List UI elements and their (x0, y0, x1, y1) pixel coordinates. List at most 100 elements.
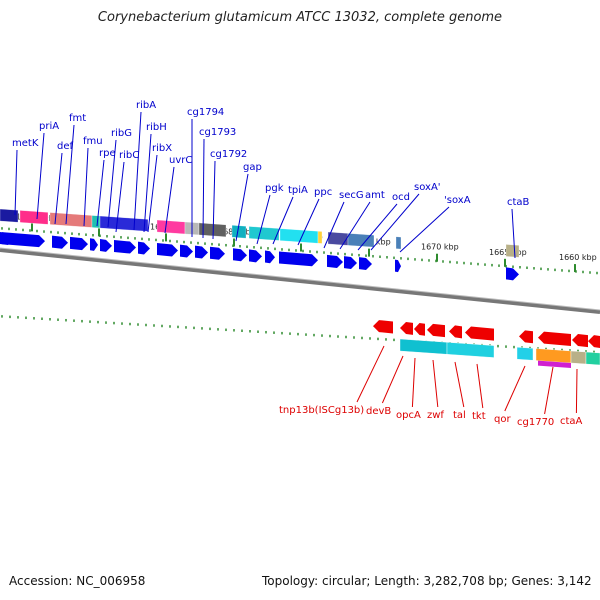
reverse-gene-label: cg1770 (517, 417, 554, 428)
forward-gene-arrow (327, 254, 343, 269)
feature-block (585, 351, 600, 366)
forward-gene-arrow (249, 249, 262, 263)
forward-gene-arrow (195, 245, 208, 259)
gene-leader-line (297, 198, 320, 246)
gene-leader-line (323, 201, 345, 249)
feature-block (0, 208, 19, 223)
feature-block (535, 348, 572, 364)
forward-gene-arrow (114, 239, 136, 254)
gene-leader-line (256, 194, 271, 245)
feature-block (99, 215, 149, 232)
forward-gene-label: def (57, 141, 74, 152)
forward-gene-label: priA (39, 121, 59, 132)
gene-leader-line (432, 359, 439, 408)
forward-gene-label: 'soxA (444, 195, 471, 206)
forward-gene-label: ocd (392, 192, 410, 203)
gene-leader-line (454, 361, 465, 408)
reverse-gene-label: zwf (427, 410, 444, 421)
feature-block (279, 228, 319, 244)
feature-block (317, 231, 323, 244)
reverse-gene-arrow (538, 331, 571, 346)
forward-gene-arrow (180, 244, 193, 258)
gene-leader-line (202, 138, 205, 239)
forward-gene-label: fmu (83, 136, 103, 147)
forward-gene-label: cg1794 (187, 107, 224, 118)
feature-block (446, 342, 495, 358)
gene-leader-line (54, 152, 63, 225)
feature-block (538, 360, 571, 368)
gene-leader-line (147, 154, 158, 233)
feature-block (505, 244, 520, 258)
feature-block (399, 338, 448, 355)
forward-gene-arrow (90, 238, 98, 251)
forward-gene-arrow (138, 241, 150, 255)
gene-leader-line (411, 357, 416, 408)
reverse-gene-arrow (572, 334, 588, 348)
forward-gene-label: ppc (314, 187, 332, 198)
forward-gene-label: amt (365, 190, 385, 201)
gene-leader-line (544, 366, 554, 415)
feature-block (91, 215, 101, 229)
reverse-gene-arrow (414, 322, 425, 336)
forward-gene-arrow (157, 242, 178, 257)
reverse-gene-arrow (519, 330, 533, 344)
reverse-gene-arrow (588, 335, 600, 348)
gene-leader-line (370, 193, 420, 251)
reverse-gene-arrow (449, 325, 462, 339)
backbone-highlight (0, 247, 600, 311)
tick-label: 1660 kbp (559, 253, 597, 262)
gene-leader-line (235, 173, 249, 242)
gene-leader-line (115, 161, 125, 233)
reverse-gene-arrow (400, 322, 413, 335)
gene-leader-line (575, 368, 578, 414)
gene-leader-line (212, 160, 216, 240)
tick-label: 1670 kbp (421, 243, 459, 252)
gene-leader-line (511, 208, 516, 259)
gene-leader-line (65, 124, 75, 225)
reverse-gene-label: tkt (472, 411, 486, 422)
gene-leader-line (339, 201, 371, 250)
reverse-gene-label: ctaA (560, 416, 583, 427)
forward-gene-label: ribA (136, 100, 156, 111)
feature-block (19, 210, 49, 225)
forward-gene-arrow (265, 250, 275, 264)
forward-gene-label: cg1792 (210, 149, 247, 160)
gene-leader-line (399, 206, 450, 253)
gene-leader-line (107, 139, 117, 228)
forward-gene-arrow (70, 236, 88, 251)
map-title: Corynebacterium glutamicum ATCC 13032, c… (97, 10, 503, 25)
forward-gene-arrow (279, 251, 318, 267)
gene-leader-line (96, 159, 105, 227)
forward-gene-label: rpe (99, 148, 116, 159)
feature-block (231, 225, 247, 239)
gene-leader-line (357, 203, 398, 251)
genome-summary: Topology: circular; Length: 3,282,708 bp… (262, 574, 592, 588)
forward-gene-label: ribX (152, 143, 172, 154)
reverse-gene-label: opcA (396, 410, 421, 421)
feature-block (198, 222, 227, 237)
forward-gene-label: ribH (146, 122, 167, 133)
reverse-gene-arrow (373, 320, 393, 334)
forward-gene-label: ctaB (507, 197, 530, 208)
gene-leader-line (164, 166, 175, 234)
forward-gene-label: pgk (265, 183, 284, 194)
gene-leader-line (14, 149, 18, 216)
forward-gene-arrow (100, 239, 112, 252)
gene-leader-line (143, 133, 152, 233)
gene-leader-line (356, 345, 385, 403)
feature-block (248, 226, 280, 241)
gene-leader-line (133, 111, 142, 231)
gene-leader-line (476, 363, 484, 409)
forward-gene-label: tpiA (288, 185, 308, 196)
forward-gene-label: cg1793 (199, 127, 236, 138)
forward-gene-arrow (344, 256, 357, 269)
forward-gene-label: secG (339, 190, 364, 201)
gene-leader-line (381, 355, 404, 404)
forward-gene-arrow (395, 259, 401, 273)
forward-gene-label: soxA' (414, 182, 441, 193)
forward-gene-label: ribG (111, 128, 132, 139)
forward-gene-label: uvrC (169, 155, 192, 166)
reverse-gene-label: tnp13b(ISCg13b) (279, 405, 364, 416)
reverse-gene-label: devB (366, 406, 391, 417)
